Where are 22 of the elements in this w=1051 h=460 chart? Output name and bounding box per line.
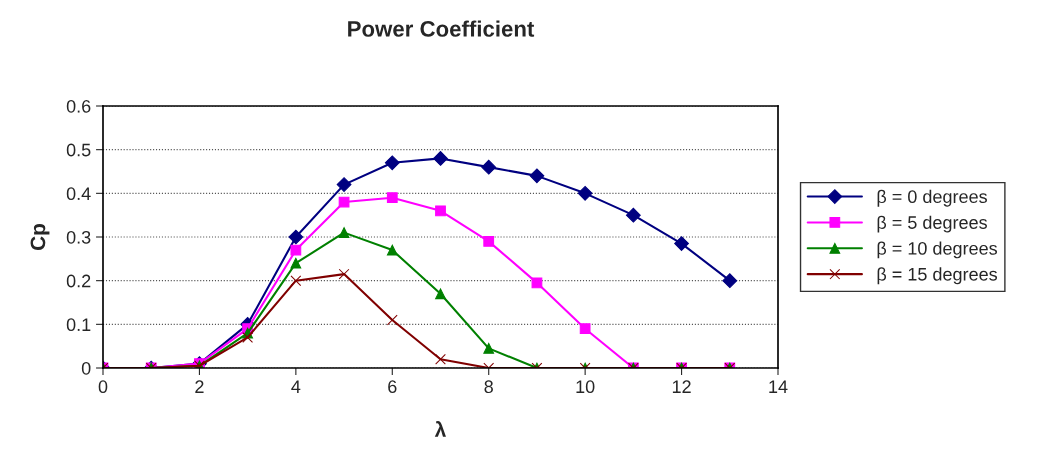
- x-tick-label: 14: [769, 380, 788, 393]
- y-axis-title: Cp: [30, 223, 50, 251]
- y-tick-label: 0.6: [66, 99, 91, 113]
- y-tick-label: 0: [81, 361, 91, 375]
- legend-label: β = 10 degrees: [877, 241, 998, 259]
- x-tick-label: 0: [98, 380, 108, 394]
- y-tick-label: 0.1: [66, 318, 91, 332]
- x-tick-label: 12: [672, 380, 691, 393]
- y-tick-label: 0.3: [66, 230, 91, 244]
- y-tick-label: 0.2: [66, 274, 91, 288]
- legend-label: β = 15 degrees: [877, 267, 998, 285]
- x-axis-title: λ: [434, 421, 446, 437]
- x-tick-label: 10: [576, 380, 595, 394]
- x-tick-label: 6: [388, 380, 397, 394]
- x-tick-label: 2: [195, 380, 204, 393]
- y-tick-label: 0.4: [66, 187, 91, 201]
- legend-label: β = 5 degrees: [877, 215, 987, 233]
- legend-label: β = 0 degrees: [877, 189, 987, 207]
- x-tick-label: 8: [484, 380, 493, 394]
- chart-title: Power Coefficient: [348, 20, 535, 37]
- x-tick-label: 4: [291, 380, 301, 393]
- y-tick-label: 0.5: [66, 143, 91, 157]
